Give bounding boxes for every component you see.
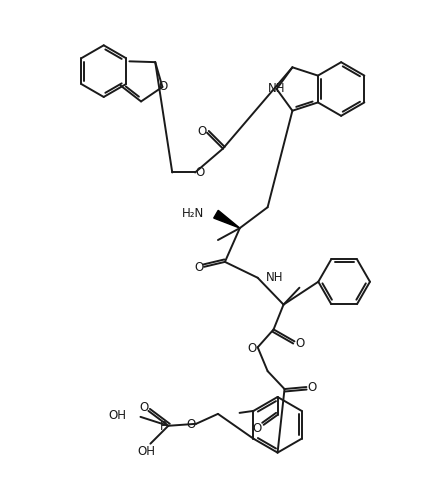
Text: O: O: [187, 418, 196, 431]
Text: NH: NH: [268, 82, 285, 94]
Text: OH: OH: [137, 445, 156, 458]
Polygon shape: [214, 210, 240, 228]
Text: O: O: [195, 261, 204, 274]
Text: H₂N: H₂N: [182, 207, 204, 220]
Text: O: O: [296, 337, 305, 350]
Text: OH: OH: [109, 409, 126, 422]
Text: O: O: [308, 381, 317, 394]
Text: O: O: [195, 166, 205, 179]
Text: O: O: [247, 342, 257, 355]
Text: O: O: [252, 422, 261, 435]
Text: O: O: [140, 401, 149, 415]
Text: P: P: [160, 420, 167, 434]
Text: O: O: [159, 81, 168, 93]
Text: NH: NH: [266, 271, 283, 284]
Text: O: O: [198, 125, 206, 138]
